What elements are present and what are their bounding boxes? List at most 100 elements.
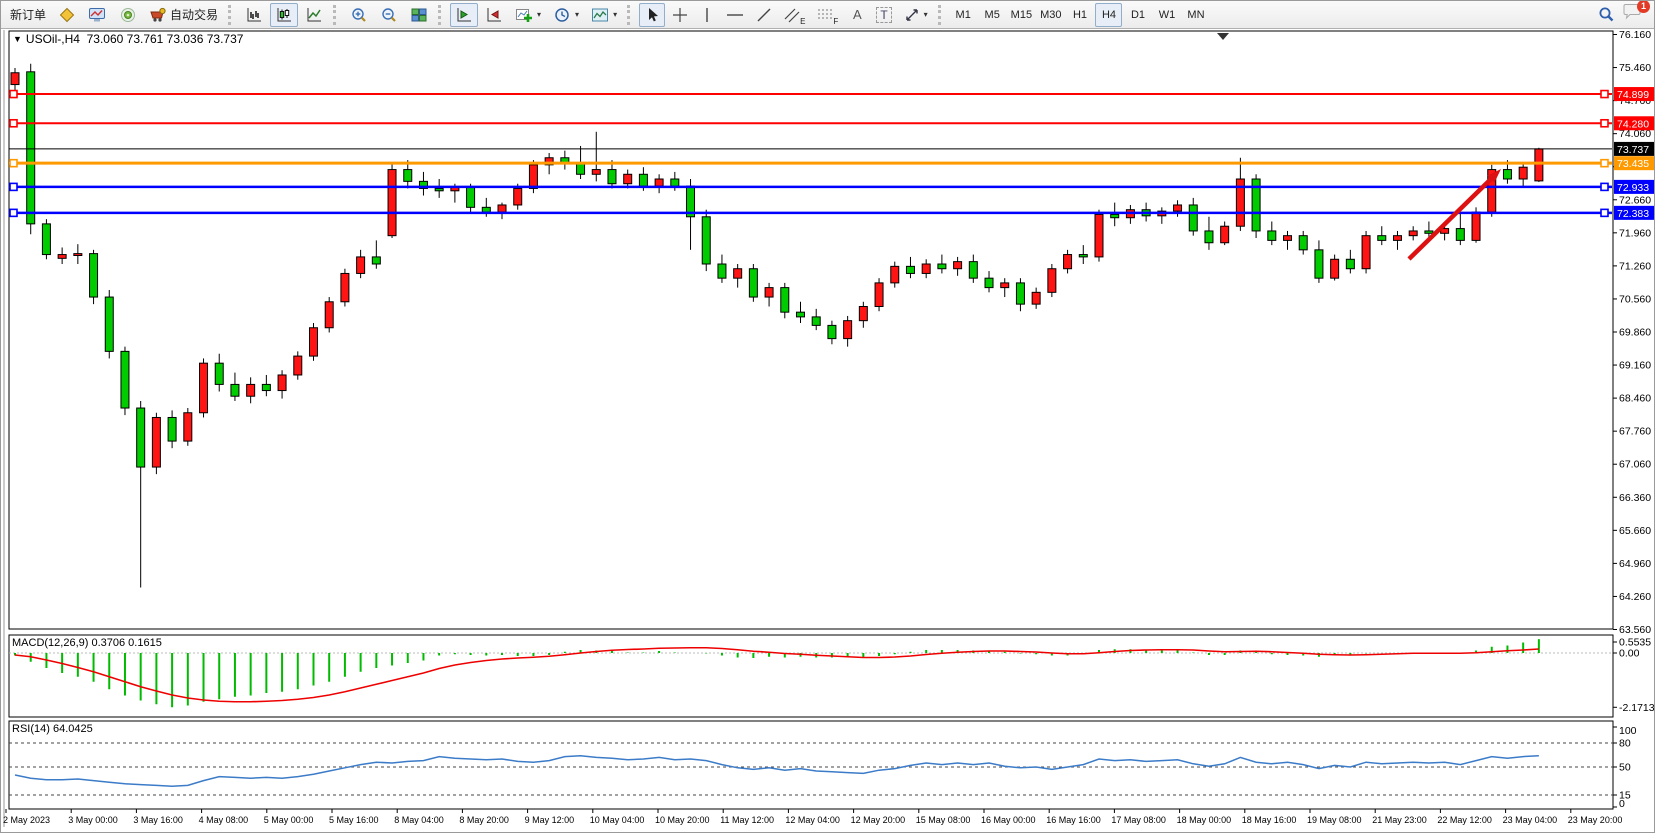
svg-text:69.160: 69.160 (1619, 360, 1651, 372)
hline-73.435[interactable]: 73.435 (9, 156, 1655, 171)
horizontal-line-icon (727, 13, 744, 16)
timeframe-mn[interactable]: MN (1182, 3, 1209, 27)
new-order-label: 新订单 (10, 8, 47, 22)
timeframe-h1[interactable]: H1 (1066, 3, 1093, 27)
svg-text:72.660: 72.660 (1619, 194, 1651, 206)
vertical-line-icon (706, 7, 708, 22)
bar-chart-button[interactable] (240, 3, 268, 27)
zoom-out-button[interactable] (375, 3, 403, 27)
timeframe-w1[interactable]: W1 (1153, 3, 1180, 27)
svg-text:8 May 04:00: 8 May 04:00 (394, 815, 444, 825)
fibonacci-letter: F (833, 16, 839, 26)
templates-button[interactable]: ▾ (586, 3, 622, 27)
chevron-down-icon: ▾ (575, 10, 580, 19)
timeframe-d1[interactable]: D1 (1124, 3, 1151, 27)
svg-text:2 May 2023: 2 May 2023 (3, 815, 50, 825)
search-icon (1599, 7, 1614, 22)
svg-text:64.260: 64.260 (1619, 591, 1651, 603)
svg-text:67.060: 67.060 (1619, 459, 1651, 471)
tile-windows-button[interactable] (405, 3, 433, 27)
quotes-button[interactable] (53, 3, 81, 27)
hline-73.737[interactable]: 73.737 (9, 141, 1655, 156)
hline-72.933[interactable]: 72.933 (9, 179, 1655, 194)
toolbar-grip (627, 4, 634, 25)
svg-text:74.280: 74.280 (1617, 118, 1649, 130)
svg-text:71.960: 71.960 (1619, 227, 1651, 239)
crosshair-button[interactable] (667, 3, 693, 27)
toolbar-grip (438, 4, 445, 25)
timeframe-m15[interactable]: M15 (1008, 3, 1035, 27)
zoom-out-icon (382, 7, 396, 22)
svg-text:80: 80 (1619, 738, 1631, 750)
crosshair-icon (673, 7, 688, 22)
svg-text:72.383: 72.383 (1617, 208, 1649, 220)
charts-window-button[interactable] (83, 3, 112, 27)
chat-button[interactable]: 1 (1622, 1, 1650, 27)
timeframe-m5[interactable]: M5 (979, 3, 1006, 27)
candlestick-chart-button[interactable] (270, 2, 299, 27)
chart-shift-button[interactable] (480, 3, 508, 27)
hline-74.280[interactable]: 74.280 (9, 116, 1655, 131)
svg-text:10 May 04:00: 10 May 04:00 (590, 815, 645, 825)
timeframe-m1[interactable]: M1 (950, 3, 977, 27)
svg-text:15 May 08:00: 15 May 08:00 (916, 815, 971, 825)
clock-icon (555, 7, 569, 22)
hline-74.899[interactable]: 74.899 (9, 87, 1655, 102)
trendline-button[interactable] (751, 3, 777, 27)
channel-button[interactable]: E (779, 3, 810, 27)
svg-text:16 May 00:00: 16 May 00:00 (981, 815, 1036, 825)
line-chart-button[interactable] (300, 3, 328, 27)
bar-chart-icon (247, 7, 262, 21)
signals-button[interactable] (114, 3, 142, 27)
svg-text:12 May 04:00: 12 May 04:00 (785, 815, 840, 825)
template-icon (592, 8, 609, 21)
svg-text:100: 100 (1619, 725, 1637, 737)
toolbar-grip (937, 4, 945, 25)
text-label-icon: T (876, 6, 892, 23)
text-button[interactable]: A (845, 3, 869, 27)
svg-text:18 May 16:00: 18 May 16:00 (1242, 815, 1297, 825)
text-label-button[interactable]: T (871, 3, 896, 27)
svg-text:8 May 20:00: 8 May 20:00 (459, 815, 509, 825)
cursor-icon (649, 7, 659, 21)
svg-text:74.060: 74.060 (1619, 128, 1651, 140)
diamond-icon (59, 7, 75, 22)
timeframe-h4[interactable]: H4 (1095, 2, 1123, 27)
new-order-button[interactable]: 新订单 (5, 3, 51, 27)
svg-text:10 May 20:00: 10 May 20:00 (655, 815, 710, 825)
horizontal-line-button[interactable] (721, 3, 749, 27)
chart-shift-marker[interactable] (1217, 33, 1229, 40)
auto-scroll-button[interactable] (450, 2, 479, 27)
svg-text:3 May 16:00: 3 May 16:00 (133, 815, 183, 825)
add-indicator-icon (516, 8, 533, 22)
arrows-button[interactable]: ▾ (899, 3, 933, 27)
time-axis[interactable]: 2 May 2023 3 May 00:00 3 May 16:00 4 May 08… (3, 809, 1622, 825)
cursor-button[interactable] (639, 2, 666, 27)
search-button[interactable] (1592, 3, 1620, 27)
svg-text:22 May 12:00: 22 May 12:00 (1437, 815, 1492, 825)
svg-text:69.860: 69.860 (1619, 327, 1651, 339)
hline-72.383[interactable]: 72.383 (9, 205, 1655, 220)
chart-canvas[interactable]: 76.16075.46074.76074.06073.36072.66071.9… (1, 29, 1655, 833)
svg-text:19 May 08:00: 19 May 08:00 (1307, 815, 1362, 825)
svg-text:50: 50 (1619, 762, 1631, 774)
svg-text:75.460: 75.460 (1619, 62, 1651, 74)
periods-button[interactable]: ▾ (548, 3, 584, 27)
indicators-button[interactable]: ▾ (510, 3, 546, 27)
svg-text:73.737: 73.737 (1617, 144, 1649, 156)
svg-text:0: 0 (1619, 798, 1625, 810)
vertical-line-button[interactable] (695, 3, 719, 27)
svg-text:5 May 16:00: 5 May 16:00 (329, 815, 379, 825)
timeframe-m30[interactable]: M30 (1037, 3, 1064, 27)
zoom-in-button[interactable] (345, 3, 373, 27)
fibonacci-button[interactable]: F (812, 3, 843, 27)
svg-text:0.5535: 0.5535 (1619, 637, 1651, 649)
svg-text:76.160: 76.160 (1619, 29, 1651, 41)
text-icon: A (852, 7, 862, 22)
svg-text:11 May 12:00: 11 May 12:00 (720, 815, 774, 825)
arrow-annotation[interactable] (1407, 169, 1501, 261)
autotrade-button[interactable]: 自动交易 (144, 3, 223, 27)
svg-text:0.00: 0.00 (1619, 648, 1640, 660)
